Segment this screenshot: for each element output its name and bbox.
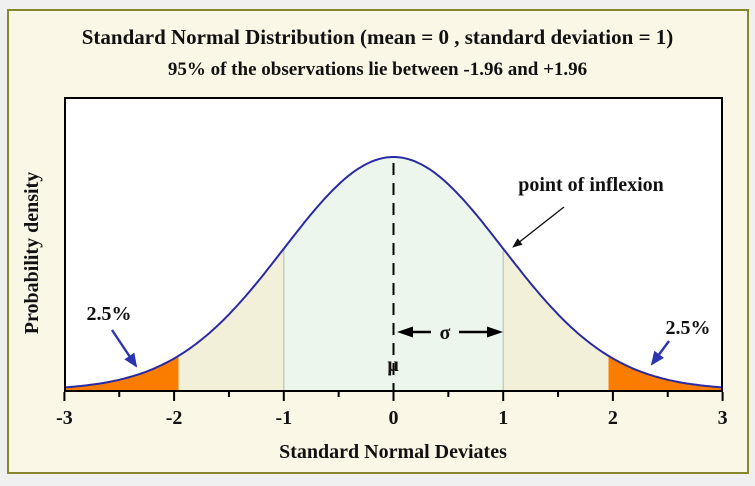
x-tick-label: -1	[275, 407, 292, 429]
right-tail-arrow	[650, 340, 670, 366]
x-axis-title: Standard Normal Deviates	[279, 441, 507, 463]
inflexion-arrow	[512, 206, 565, 248]
inflexion-label: point of inflexion	[518, 174, 664, 196]
sigma-arrowhead-left	[397, 326, 413, 338]
plot-border	[64, 97, 723, 392]
x-axis-ticks	[63, 392, 724, 401]
x-tick-label: -3	[56, 407, 73, 429]
region-fill	[608, 355, 723, 390]
sigma-arrowhead-right	[487, 326, 503, 338]
normal-curve	[64, 156, 723, 389]
curve-path	[64, 156, 723, 389]
region-fill	[503, 248, 609, 390]
chart-title: Standard Normal Distribution (mean = 0 ,…	[81, 25, 674, 49]
left-tail-arrow	[111, 329, 138, 368]
x-tick-label: 2	[608, 407, 618, 429]
sigma-arrow: σ	[397, 322, 503, 344]
x-tick-label: 0	[389, 407, 399, 429]
left-tail-label: 2.5%	[87, 303, 132, 325]
region-fill	[64, 355, 179, 390]
sigma-label: σ	[440, 322, 451, 344]
chart-subtitle: 95% of the observations lie between -1.9…	[167, 59, 588, 80]
x-tick-label: 3	[718, 407, 728, 429]
y-axis-title: Probability density	[21, 172, 43, 334]
right-tail-label: 2.5%	[666, 317, 711, 339]
x-tick-label: 1	[498, 407, 508, 429]
mu-label: μ	[387, 354, 399, 376]
x-tick-label: -2	[166, 407, 183, 429]
x-axis-tick-labels: -3 -2 -1 0 1 2 3	[56, 407, 728, 429]
region-boundary-lines	[283, 249, 504, 390]
region-fill	[178, 248, 284, 390]
